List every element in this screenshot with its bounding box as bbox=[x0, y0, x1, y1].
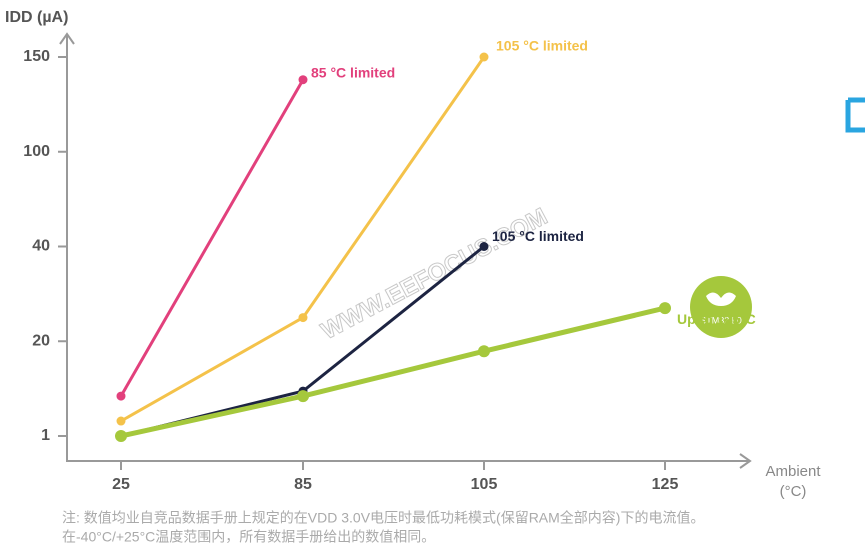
point bbox=[297, 390, 309, 403]
y-tick-label: 40 bbox=[32, 238, 50, 255]
note: 注: 数值均业自竞品数据手册上规定的在VDD 3.0V电压时最低功耗模式(保留R… bbox=[62, 510, 704, 526]
series-label: Up to 125°C bbox=[677, 311, 756, 327]
badge-label: STM32 L0 bbox=[700, 315, 742, 325]
point bbox=[115, 430, 127, 442]
series-label: 105 °C limited bbox=[496, 38, 588, 54]
point bbox=[116, 416, 126, 426]
badge-icon bbox=[706, 292, 736, 306]
note: 在-40°C/+25°C温度范围内，所有数据手册给出的数值相同。 bbox=[62, 529, 435, 545]
series-line bbox=[119, 78, 305, 397]
y-tick-label: 20 bbox=[32, 332, 50, 349]
x-tick-label: 85 bbox=[294, 476, 312, 493]
x-tick-label: 105 bbox=[471, 476, 498, 493]
decoration bbox=[845, 97, 865, 133]
badge-circle bbox=[690, 276, 752, 338]
x-tick-label: 125 bbox=[652, 476, 679, 493]
y-tick-label: 1 bbox=[41, 427, 50, 444]
point bbox=[478, 345, 490, 358]
y-axis-label: IDD (µA) bbox=[5, 9, 68, 26]
point bbox=[479, 242, 489, 251]
y-tick-label: 150 bbox=[23, 48, 50, 65]
x-axis-arrow bbox=[739, 453, 752, 469]
point bbox=[116, 391, 126, 401]
point bbox=[298, 75, 308, 85]
watermark: WWW.EEFOCUS.COM bbox=[317, 203, 552, 345]
point bbox=[479, 52, 489, 62]
x-axis-label: Ambient (°C) bbox=[765, 463, 821, 500]
series-label: 105 °C limited bbox=[492, 228, 584, 244]
series-label: 85 °C limited bbox=[311, 64, 395, 80]
point bbox=[298, 313, 308, 323]
y-axis-arrow bbox=[59, 32, 75, 45]
series-line bbox=[120, 305, 666, 439]
x-tick-label: 25 bbox=[112, 476, 130, 493]
y-tick-label: 100 bbox=[23, 143, 50, 160]
point bbox=[659, 302, 671, 315]
